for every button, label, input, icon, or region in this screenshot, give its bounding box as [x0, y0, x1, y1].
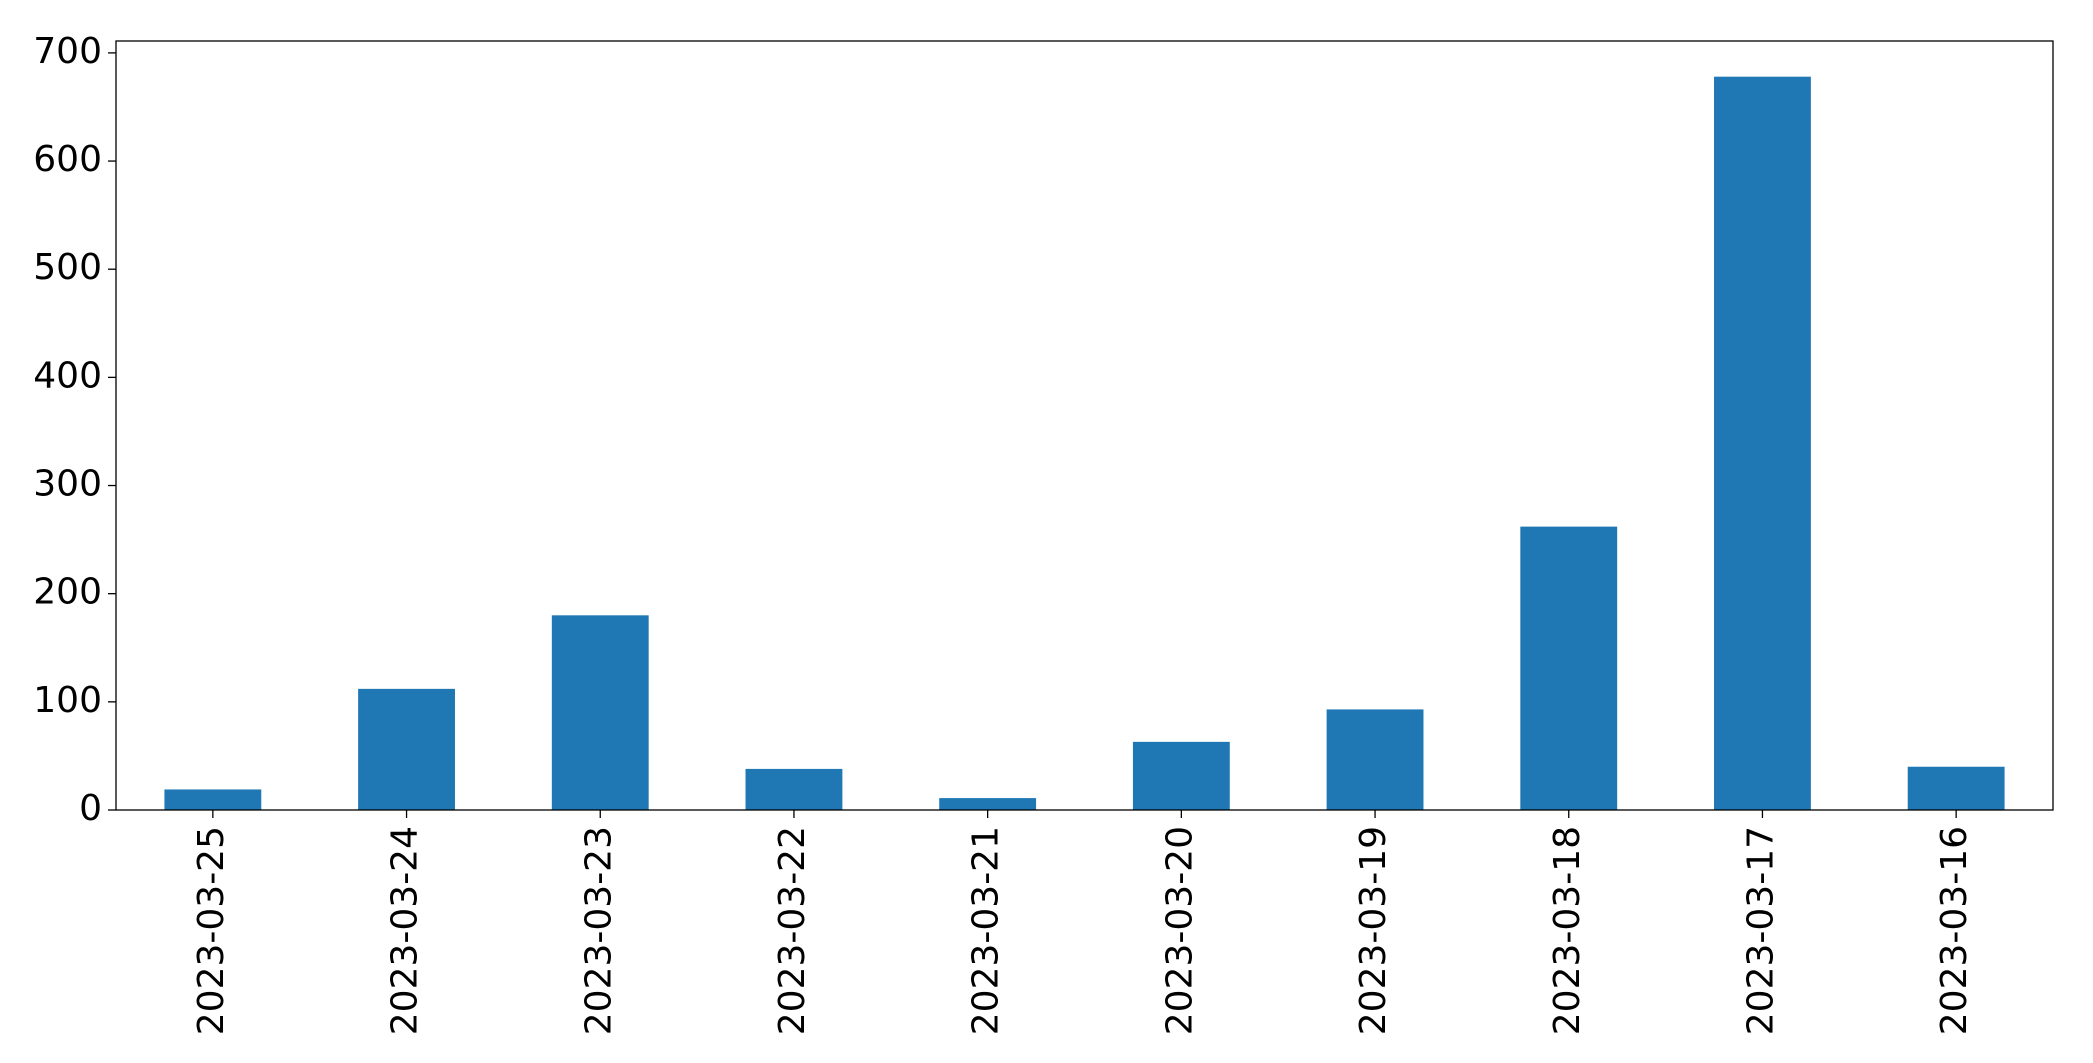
x-tick-label: 2023-03-19 — [1353, 826, 1394, 1035]
plot-frame — [115, 40, 2054, 811]
x-tick-label: 2023-03-24 — [385, 826, 426, 1035]
y-tick-label: 300 — [33, 464, 102, 505]
y-tick-label: 400 — [33, 355, 102, 396]
x-tick-label: 2023-03-23 — [578, 826, 619, 1035]
x-tick-label: 2023-03-25 — [191, 826, 232, 1035]
bar — [745, 768, 843, 810]
bar — [1714, 76, 1811, 810]
bar — [939, 798, 1037, 810]
x-tick-label: 2023-03-22 — [772, 826, 813, 1035]
x-tick-label: 2023-03-17 — [1740, 826, 1781, 1035]
y-tick-label: 600 — [33, 139, 102, 180]
x-tick-label: 2023-03-21 — [966, 826, 1007, 1035]
y-tick-label: 100 — [33, 680, 102, 721]
bar — [1132, 741, 1230, 810]
y-tick-label: 200 — [33, 572, 102, 613]
x-tick-label: 2023-03-18 — [1547, 826, 1588, 1035]
bar — [358, 688, 455, 810]
bar — [1520, 526, 1618, 810]
bar — [551, 615, 649, 810]
y-tick-label: 500 — [33, 247, 102, 288]
y-tick-label: 0 — [79, 788, 102, 829]
x-tick-label: 2023-03-20 — [1159, 826, 1200, 1035]
bar — [164, 789, 262, 810]
y-tick-label: 700 — [33, 31, 102, 72]
bar — [1907, 766, 2005, 810]
x-tick-label: 2023-03-16 — [1934, 826, 1975, 1035]
bar — [1326, 709, 1424, 810]
